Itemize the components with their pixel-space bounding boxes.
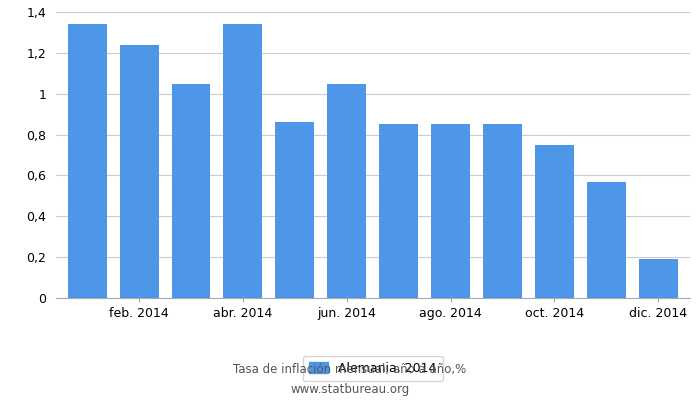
Bar — [223, 24, 262, 298]
Bar — [328, 84, 366, 298]
Text: Tasa de inflación mensual, año a año,%: Tasa de inflación mensual, año a año,% — [233, 364, 467, 376]
Bar — [587, 182, 626, 298]
Bar — [120, 45, 159, 298]
Text: www.statbureau.org: www.statbureau.org — [290, 384, 410, 396]
Bar — [172, 84, 211, 298]
Bar — [639, 259, 678, 298]
Legend: Alemania, 2014: Alemania, 2014 — [303, 356, 442, 381]
Bar — [68, 24, 106, 298]
Bar — [483, 124, 522, 298]
Bar — [379, 124, 418, 298]
Bar — [275, 122, 314, 298]
Bar — [535, 145, 574, 298]
Bar — [431, 124, 470, 298]
